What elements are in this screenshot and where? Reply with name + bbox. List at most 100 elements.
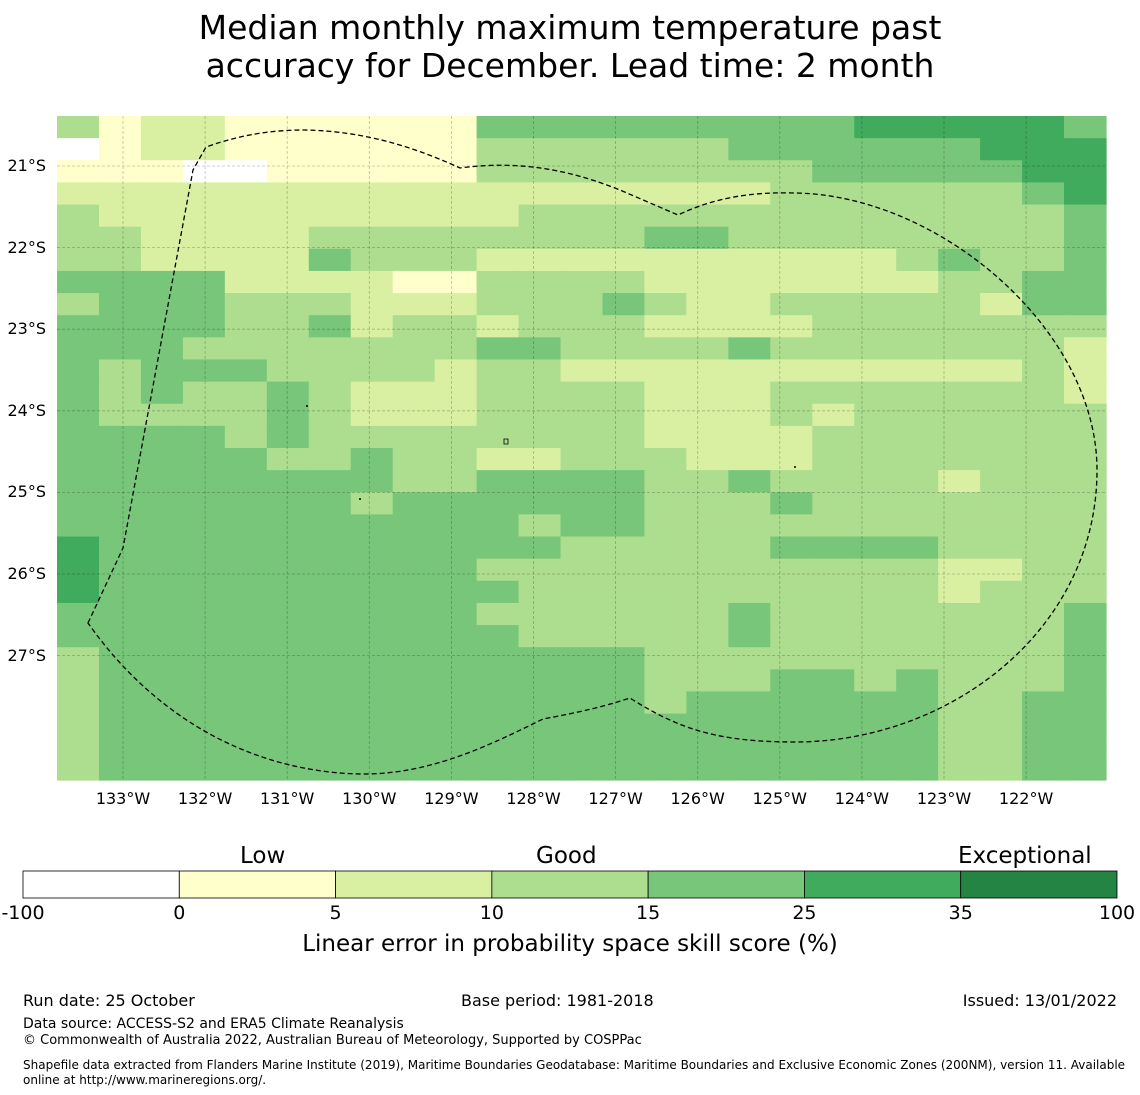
grid-cell: [140, 381, 184, 405]
grid-cell: [518, 293, 562, 316]
grid-cell: [728, 514, 771, 538]
grid-cell: [560, 270, 604, 294]
grid-cell: [182, 293, 226, 316]
longitude-label: 129°W: [424, 789, 479, 808]
grid-cell: [182, 536, 226, 560]
grid-cell: [140, 182, 184, 206]
grid-cell: [602, 713, 646, 737]
grid-cell: [350, 270, 394, 294]
latitude-label: 22°S: [7, 237, 46, 257]
grid-cell: [434, 403, 478, 427]
grid-cell: [98, 204, 142, 228]
grid-cell: [476, 138, 520, 161]
grid-cell: [1022, 116, 1065, 139]
grid-cell: [686, 514, 729, 538]
longitude-label: 124°W: [834, 789, 890, 808]
grid-cell: [812, 602, 855, 626]
grid-cell: [476, 492, 520, 515]
grid-cell: [728, 381, 771, 405]
copyright: © Commonwealth of Australia 2022, Austra…: [23, 1033, 642, 1048]
grid-cell: [896, 558, 939, 582]
grid-cell: [938, 691, 981, 715]
grid-cell: [644, 470, 687, 493]
grid-cell: [392, 248, 436, 272]
grid-cell: [140, 625, 184, 648]
grid-cell: [602, 757, 646, 781]
grid-cell: [224, 248, 268, 272]
grid-cell: [602, 647, 646, 670]
grid-cell: [938, 337, 981, 361]
grid-cell: [560, 293, 604, 316]
grid-cell: [434, 293, 478, 316]
grid-cell: [938, 492, 981, 515]
grid-cell: [434, 625, 478, 648]
grid-cell: [266, 248, 310, 272]
grid-cell: [224, 448, 268, 471]
grid-cell: [182, 381, 226, 405]
grid-cell: [140, 514, 184, 538]
colorbar-segment: [647, 870, 805, 899]
grid-cell: [434, 580, 478, 604]
longitude-label: 127°W: [588, 789, 643, 808]
grid-cell: [434, 691, 478, 715]
grid-cell: [812, 182, 855, 206]
grid-cell: [1022, 558, 1065, 582]
grid-cell: [980, 691, 1023, 715]
grid-cell: [224, 138, 268, 161]
grid-cell: [224, 580, 268, 604]
grid-cell: [476, 403, 520, 427]
grid-cell: [644, 580, 687, 604]
grid-cell: [1064, 182, 1107, 206]
grid-cell: [896, 270, 939, 294]
grid-cell: [602, 204, 646, 228]
grid-cell: [224, 425, 268, 449]
grid-cell: [602, 226, 646, 250]
base-period: Base period: 1981-2018: [461, 991, 654, 1010]
grid-cell: [644, 270, 687, 294]
colorbar-segment: [178, 870, 336, 899]
grid-cell: [1064, 403, 1107, 427]
grid-cell: [980, 602, 1023, 626]
grid-cell: [770, 270, 813, 294]
grid-cell: [812, 204, 855, 228]
grid-cell: [1022, 403, 1065, 427]
grid-cell: [140, 735, 184, 759]
grid-cell: [518, 138, 562, 161]
grid-cell: [560, 138, 604, 161]
grid-cell: [518, 226, 562, 250]
grid-cell: [98, 425, 142, 449]
grid-cell: [98, 691, 142, 715]
grid-cell: [980, 403, 1023, 427]
island-dot: [794, 466, 796, 468]
grid-cell: [812, 669, 855, 693]
grid-cell: [896, 315, 939, 338]
grid-cell: [896, 735, 939, 759]
grid-cell: [854, 381, 897, 405]
longitude-label: 133°W: [95, 789, 151, 808]
grid-cell: [350, 735, 394, 759]
grid-cell: [938, 248, 981, 272]
grid-cell: [224, 359, 268, 383]
grid-cell: [602, 691, 646, 715]
grid-cell: [434, 315, 478, 338]
grid-cell: [686, 403, 729, 427]
grid-cell: [812, 448, 855, 471]
grid-cell: [686, 315, 729, 338]
grid-cell: [854, 536, 897, 560]
grid-cell: [57, 337, 100, 361]
grid-cell: [938, 757, 981, 781]
grid-cell: [686, 602, 729, 626]
grid-cell: [1064, 381, 1107, 405]
grid-cell: [266, 448, 310, 471]
grid-cell: [812, 536, 855, 560]
grid-cell: [728, 558, 771, 582]
grid-cell: [1064, 580, 1107, 604]
grid-cell: [938, 425, 981, 449]
grid-cell: [140, 116, 184, 139]
colorbar-tick-label: 100: [1098, 902, 1136, 924]
grid-cell: [518, 425, 562, 449]
longitude-label: 126°W: [670, 789, 725, 808]
colorbar-tick-label: 25: [792, 902, 817, 924]
grid-cell: [560, 160, 604, 183]
grid-cell: [1022, 625, 1065, 648]
